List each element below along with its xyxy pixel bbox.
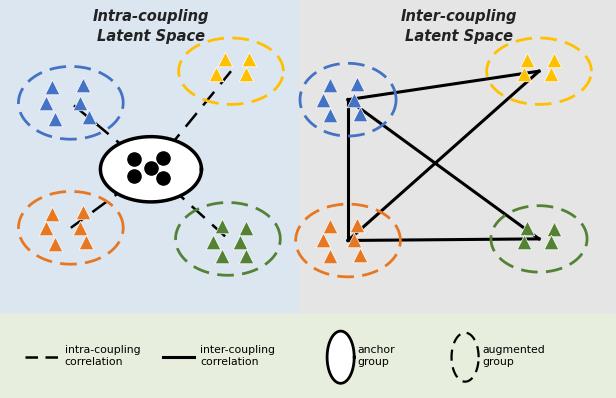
Point [318,237,328,244]
Point [355,111,365,117]
Point [325,82,334,89]
Point [519,239,529,245]
Point [208,239,217,245]
Point [241,71,251,78]
Point [146,165,156,171]
Point [241,224,251,231]
Point [129,173,139,179]
Point [522,57,532,63]
Point [546,239,556,245]
Text: intra-coupling
correlation: intra-coupling correlation [65,345,140,367]
Point [325,253,334,259]
Text: inter-coupling
correlation: inter-coupling correlation [200,345,275,367]
Point [352,221,362,228]
Point [549,226,559,232]
Point [349,237,359,244]
Point [325,223,334,229]
Point [78,82,88,89]
Point [318,96,328,103]
Point [522,224,532,231]
Point [81,239,91,245]
Point [355,252,365,258]
Point [241,253,251,259]
Point [519,71,529,78]
Point [129,156,139,162]
Point [158,155,168,161]
Point [78,209,88,215]
Point [349,96,359,103]
Text: augmented
group: augmented group [482,345,545,367]
Point [217,253,227,259]
Point [51,240,60,247]
Text: Inter-coupling
Latent Space: Inter-coupling Latent Space [400,10,517,44]
FancyBboxPatch shape [0,0,309,319]
Point [546,71,556,78]
Point [75,224,85,231]
Polygon shape [100,137,201,202]
Text: Intra-coupling
Latent Space: Intra-coupling Latent Space [92,10,209,44]
Point [41,100,51,106]
Polygon shape [327,331,354,383]
Point [245,55,254,62]
Point [211,71,221,78]
Point [549,57,559,63]
Point [84,114,94,120]
Point [75,100,85,106]
Point [220,55,230,62]
Point [47,84,57,90]
Point [41,224,51,231]
FancyBboxPatch shape [0,314,616,398]
Text: anchor
group: anchor group [357,345,395,367]
Point [352,81,362,87]
Point [325,112,334,119]
Point [51,115,60,122]
FancyBboxPatch shape [299,0,616,319]
Point [217,223,227,229]
Point [235,239,245,245]
Point [158,175,168,181]
Point [47,211,57,217]
